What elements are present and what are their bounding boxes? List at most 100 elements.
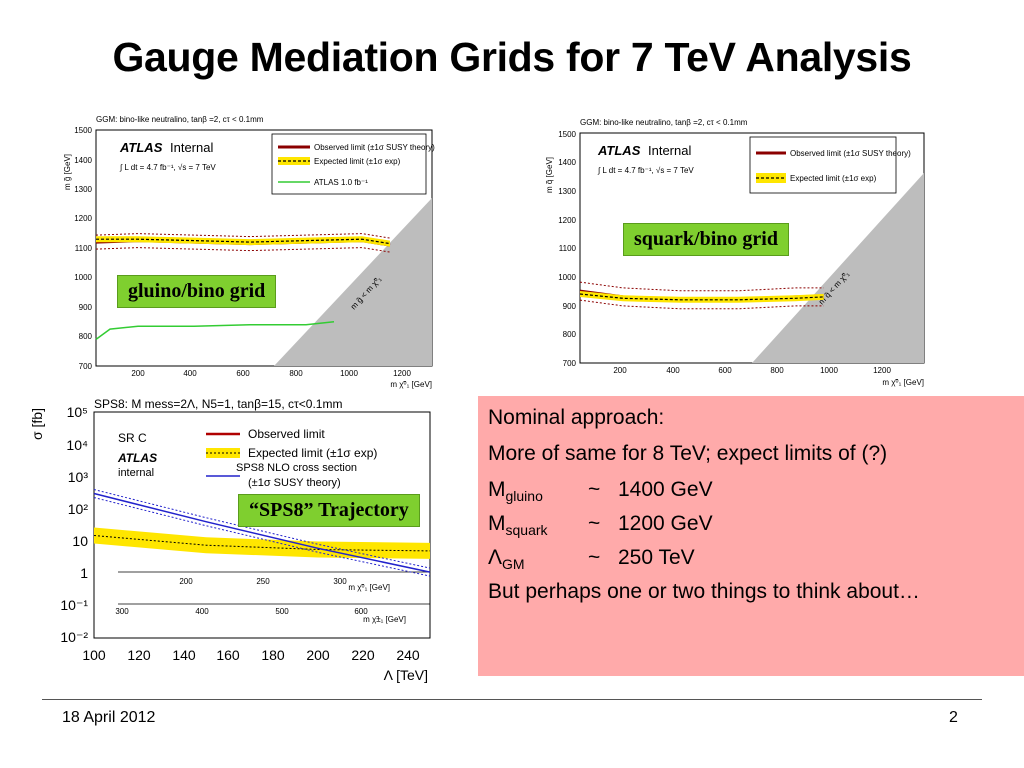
plot2-curves — [579, 281, 824, 310]
series-uncertainty-0-0 — [579, 281, 824, 292]
x-axis-label: m χ̃⁰₁ [GeV] — [882, 378, 924, 387]
y-axis-ticks: 700 800 900 1000 1100 1200 1300 1400 150… — [558, 130, 576, 368]
svg-text:10⁻¹: 10⁻¹ — [60, 597, 88, 613]
svg-text:1: 1 — [80, 565, 88, 581]
limit-subscript: squark — [505, 522, 548, 538]
svg-text:700: 700 — [563, 359, 577, 368]
sps8-plot: SPS8: M mess=2Λ, N5=1, tanβ=15, cτ<0.1mm… — [30, 394, 442, 686]
legend-expected: Expected limit (±1σ exp) — [248, 446, 377, 460]
atlas-logo: ATLAS — [119, 140, 163, 155]
svg-text:300: 300 — [115, 607, 129, 616]
axis3-ticks: 300 400 500 600 — [115, 607, 368, 616]
svg-text:900: 900 — [79, 303, 93, 312]
svg-text:1500: 1500 — [74, 126, 92, 135]
x-axis-ticks: 200 400 600 800 1000 1200 — [131, 369, 411, 378]
svg-text:800: 800 — [289, 369, 303, 378]
plot1-curves — [95, 233, 391, 341]
plot-header: SPS8: M mess=2Λ, N5=1, tanβ=15, cτ<0.1mm — [94, 397, 342, 411]
svg-text:10⁴: 10⁴ — [66, 437, 88, 453]
svg-text:1200: 1200 — [873, 366, 891, 375]
series-band-1 — [94, 527, 430, 559]
legend-observed: Observed limit (±1σ SUSY theory) — [790, 149, 911, 158]
svg-text:600: 600 — [236, 369, 250, 378]
svg-text:600: 600 — [354, 607, 368, 616]
plot3-curves — [93, 489, 431, 577]
y-axis-label: σ [fb] — [30, 408, 45, 440]
svg-text:800: 800 — [79, 332, 93, 341]
limit-subscript: GM — [502, 556, 525, 572]
nominal-line2: More of same for 8 TeV; expect limits of… — [488, 442, 888, 465]
page-number: 2 — [949, 709, 958, 726]
y-axis-ticks: 700 800 900 1000 1100 1200 1300 1400 150… — [74, 126, 92, 371]
svg-text:200: 200 — [306, 647, 330, 663]
svg-text:1000: 1000 — [558, 273, 576, 282]
series-uncertainty-2-1 — [93, 497, 431, 577]
gluino-grid-label: gluino/bino grid — [117, 275, 277, 308]
svg-text:400: 400 — [183, 369, 197, 378]
limit-row-lambda: ΛGM ~ 250 TeV — [488, 546, 1014, 572]
legend-atlas1fb: ATLAS 1.0 fb⁻¹ — [314, 178, 368, 187]
slide-title: Gauge Mediation Grids for 7 TeV Analysis — [112, 34, 912, 80]
footer-date: 18 April 2012 — [62, 709, 156, 726]
legend-observed: Observed limit (±1σ SUSY theory) — [314, 143, 435, 152]
svg-text:1000: 1000 — [340, 369, 358, 378]
svg-text:1400: 1400 — [74, 156, 92, 165]
limit-tilde: ~ — [588, 512, 601, 535]
svg-text:500: 500 — [275, 607, 289, 616]
plot-header: GGM: bino-like neutralino, tanβ =2, cτ <… — [580, 118, 748, 127]
series-line-1 — [579, 293, 824, 301]
series-line-2 — [93, 492, 431, 573]
svg-text:400: 400 — [666, 366, 680, 375]
limit-value: 1200 GeV — [618, 512, 713, 535]
x-axis-label: m χ̃⁰₁ [GeV] — [390, 380, 432, 389]
squark-grid-label: squark/bino grid — [623, 223, 789, 256]
series-uncertainty-0-1 — [579, 299, 824, 310]
svg-text:1100: 1100 — [559, 244, 577, 253]
svg-text:1000: 1000 — [74, 273, 92, 282]
svg-text:1200: 1200 — [74, 214, 92, 223]
internal-label: internal — [118, 467, 154, 479]
x-axis-ticks: 200 400 600 800 1000 1200 — [613, 366, 891, 375]
limit-value: 250 TeV — [618, 546, 695, 569]
svg-text:1200: 1200 — [393, 369, 411, 378]
y-axis-ticks: 10⁵ 10⁴ 10³ 10² 10 1 10⁻¹ 10⁻² — [60, 404, 88, 645]
limit-value: 1400 GeV — [618, 478, 713, 501]
atlas-logo: ATLAS — [597, 143, 641, 158]
limit-symbol: M — [488, 478, 506, 501]
gluino-bino-plot: GGM: bino-like neutralino, tanβ =2, cτ <… — [52, 112, 448, 392]
atlas-logo: ATLAS — [117, 451, 157, 465]
svg-text:10⁵: 10⁵ — [67, 404, 88, 420]
x-axis-ticks: 100 120 140 160 180 200 220 240 — [82, 647, 420, 663]
limit-symbol: M — [488, 512, 506, 535]
svg-text:10³: 10³ — [68, 469, 89, 485]
svg-text:1200: 1200 — [558, 216, 576, 225]
svg-text:250: 250 — [256, 577, 270, 586]
limit-row-gluino: Mgluino ~ 1400 GeV — [488, 478, 1014, 504]
series-uncertainty-2-0 — [93, 489, 431, 569]
limit-tilde: ~ — [588, 546, 601, 569]
lumi-label: ∫ L dt = 4.7 fb⁻¹, √s = 7 TeV — [597, 166, 694, 175]
sps8-trajectory-label: “SPS8” Trajectory — [238, 494, 420, 527]
series-line-1 — [96, 238, 391, 245]
svg-text:200: 200 — [179, 577, 193, 586]
svg-text:600: 600 — [718, 366, 732, 375]
svg-text:800: 800 — [770, 366, 784, 375]
legend-observed: Observed limit — [248, 427, 325, 441]
nominal-heading: Nominal approach: — [488, 406, 665, 429]
y-axis-label: m g̃ [GeV] — [63, 154, 72, 190]
nominal-approach-box: Nominal approach: More of same for 8 TeV… — [478, 396, 1024, 676]
y-axis-label: m q̃ [GeV] — [545, 157, 554, 193]
plot-header: GGM: bino-like neutralino, tanβ =2, cτ <… — [96, 115, 264, 124]
series-band-1 — [580, 291, 824, 303]
svg-text:1100: 1100 — [75, 244, 93, 253]
svg-text:1000: 1000 — [820, 366, 838, 375]
svg-text:100: 100 — [82, 647, 106, 663]
svg-text:220: 220 — [351, 647, 375, 663]
svg-text:10: 10 — [72, 533, 88, 549]
x-axis-label: Λ [TeV] — [384, 667, 428, 683]
svg-text:10²: 10² — [68, 501, 89, 517]
svg-text:1300: 1300 — [558, 187, 576, 196]
axis2-label: m χ̃⁰₁ [GeV] — [348, 583, 390, 592]
svg-text:10⁻²: 10⁻² — [60, 629, 88, 645]
legend-xsec: SPS8 NLO cross section — [236, 462, 357, 474]
